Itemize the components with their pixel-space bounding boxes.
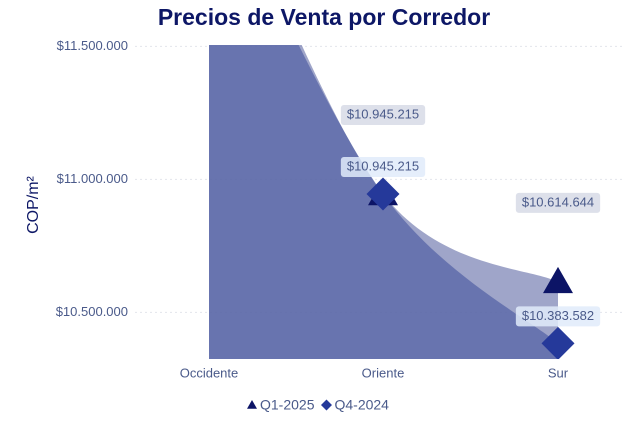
marker-diamond (366, 177, 400, 211)
legend-label: Q1-2025 (260, 397, 315, 413)
x-tick-label: Oriente (362, 365, 405, 380)
marker-diamond (541, 326, 575, 359)
chart-title: Precios de Venta por Corredor (158, 4, 490, 30)
data-label-bg (340, 156, 426, 177)
y-axis-label: COP/m² (25, 175, 42, 233)
data-label: $10.383.582 (522, 308, 594, 323)
data-label: $10.614.644 (522, 194, 594, 209)
x-tick-label: Sur (548, 365, 569, 380)
y-tick-label: $11.500.000 (57, 38, 128, 53)
y-tick-label: $10.500.000 (56, 304, 128, 319)
legend-label: Q4-2024 (334, 397, 389, 413)
marker-triangle (543, 266, 573, 294)
data-label-bg (515, 192, 601, 213)
data-label: $10.945.215 (347, 158, 419, 173)
marker-triangle (247, 400, 257, 409)
legend-item: Q4-2024 (320, 397, 389, 413)
y-tick-label: $11.000.000 (57, 171, 128, 186)
data-label-bg (340, 104, 426, 125)
marker-diamond (320, 399, 332, 411)
data-label-bg (515, 306, 601, 327)
x-tick-label: Occidente (180, 365, 239, 380)
data-label: $10.945.215 (347, 106, 419, 121)
legend-item: Q1-2025 (247, 397, 315, 413)
